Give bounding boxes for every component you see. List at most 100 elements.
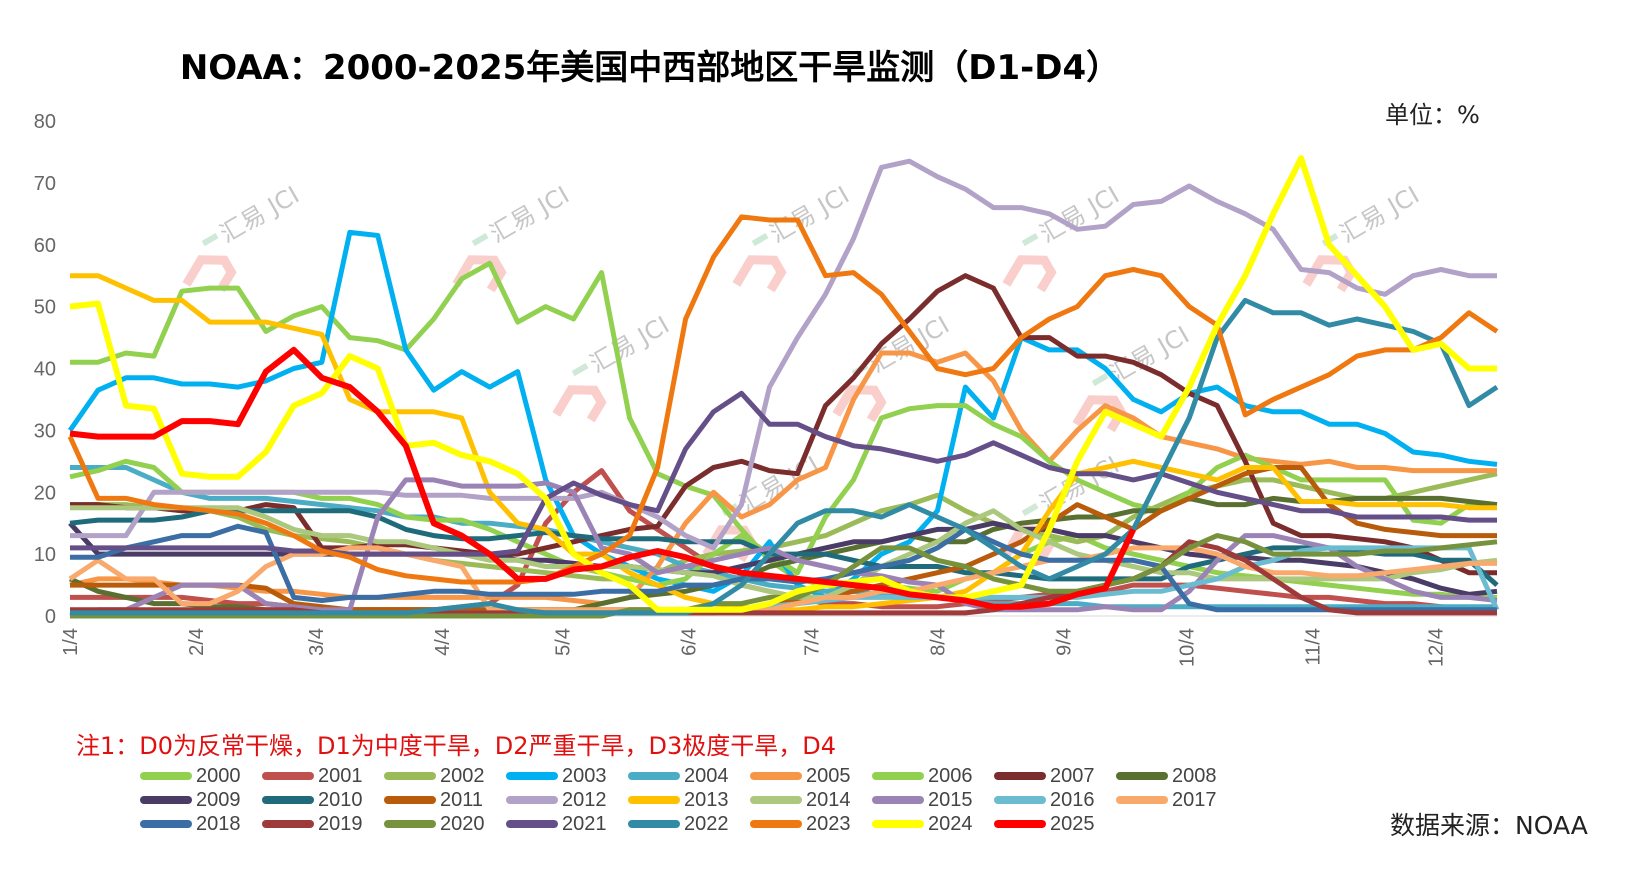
legend-swatch <box>994 796 1046 804</box>
series-line-2012 <box>70 158 1497 551</box>
legend-item-2011: 2011 <box>384 788 483 812</box>
watermark-text: 汇易 JCI <box>765 181 854 249</box>
y-tick-label: 70 <box>34 173 56 195</box>
legend-item-2021: 2021 <box>506 812 607 836</box>
legend-label: 2016 <box>1050 788 1095 811</box>
legend-item-2012: 2012 <box>506 788 607 812</box>
legend-label: 2017 <box>1172 788 1217 811</box>
legend-label: 2010 <box>318 788 363 811</box>
x-tick-label: 1/4 <box>60 628 82 656</box>
legend-label: 2003 <box>562 764 607 787</box>
y-tick-label: 80 <box>34 111 56 133</box>
legend-swatch <box>506 796 558 804</box>
y-tick-label: 20 <box>34 482 56 504</box>
series-line-2024 <box>69 155 1497 613</box>
legend-item-2006: 2006 <box>872 764 973 788</box>
y-tick-label: 40 <box>34 359 56 381</box>
y-tick-label: 60 <box>34 235 56 257</box>
series-line-2007 <box>70 273 1497 576</box>
legend-label: 2023 <box>806 812 851 835</box>
x-tick-label: 6/4 <box>678 628 700 656</box>
y-tick-label: 0 <box>45 606 56 628</box>
legend-swatch <box>262 772 314 780</box>
legend-swatch <box>994 820 1046 828</box>
x-tick-label: 2/4 <box>186 628 208 656</box>
legend-swatch <box>750 772 802 780</box>
x-axis: 1/4 2/4 3/4 4/4 5/4 6/4 7/4 8/4 9/4 10/4 11/4 12/4 <box>60 628 1447 667</box>
legend-swatch <box>628 772 680 780</box>
legend-label: 2022 <box>684 812 729 835</box>
legend-item-2013: 2013 <box>628 788 729 812</box>
x-tick-label: 7/4 <box>801 628 823 656</box>
legend-swatch <box>506 772 558 780</box>
legend-item-2005: 2005 <box>750 764 851 788</box>
legend-item-2008: 2008 <box>1116 764 1217 788</box>
legend-label: 2020 <box>440 812 485 835</box>
watermark-logo: 汇易 JCI <box>1002 181 1124 293</box>
legend-swatch <box>506 820 558 828</box>
legend-item-2001: 2001 <box>262 764 363 788</box>
legend-swatch <box>750 796 802 804</box>
legend-item-2002: 2002 <box>384 764 485 788</box>
legend-label: 2000 <box>196 764 241 787</box>
legend-swatch <box>262 820 314 828</box>
series-line-2015 <box>69 477 1498 619</box>
legend-item-2023: 2023 <box>750 812 851 836</box>
data-source: 数据来源：NOAA <box>1390 811 1588 840</box>
series-line-2023 <box>67 214 1499 585</box>
x-tick-label: 4/4 <box>432 628 454 656</box>
legend-swatch <box>872 796 924 804</box>
x-tick-label: 11/4 <box>1302 628 1324 665</box>
legend-swatch <box>750 820 802 828</box>
legend-label: 2006 <box>928 764 973 787</box>
watermark-logo: 汇易 JCI <box>182 181 304 293</box>
legend-item-2014: 2014 <box>750 788 851 812</box>
legend-item-2010: 2010 <box>262 788 363 812</box>
legend-swatch <box>872 820 924 828</box>
legend-swatch <box>628 796 680 804</box>
x-tick-label: 5/4 <box>552 628 574 656</box>
legend-swatch <box>384 796 436 804</box>
legend-swatch <box>384 820 436 828</box>
watermark-text: 汇易 JCI <box>485 181 574 249</box>
legend-label: 2011 <box>440 788 484 811</box>
x-tick-label: 3/4 <box>306 628 328 656</box>
legend-item-2024: 2024 <box>872 812 973 836</box>
series-line-2011 <box>70 465 1497 613</box>
series-line-2002 <box>70 471 1498 582</box>
legend-label: 2002 <box>440 764 485 787</box>
legend-item-2018: 2018 <box>140 812 241 836</box>
unit-label: 单位：% <box>1385 101 1480 129</box>
series-line-2018 <box>70 523 1497 613</box>
legend-item-2025: 2025 <box>994 812 1095 836</box>
legend-swatch <box>628 820 680 828</box>
legend-label: 2013 <box>684 788 729 811</box>
legend-label: 2019 <box>318 812 363 835</box>
legend-item-2016: 2016 <box>994 788 1095 812</box>
series-line-2022 <box>70 297 1499 616</box>
legend-swatch <box>140 772 192 780</box>
legend-label: 2018 <box>196 812 241 835</box>
legend-label: 2005 <box>806 764 851 787</box>
legend-item-2017: 2017 <box>1116 788 1217 812</box>
legend-item-2007: 2007 <box>994 764 1095 788</box>
legend-item-2004: 2004 <box>628 764 729 788</box>
series-line-2004 <box>70 465 1497 610</box>
legend-label: 2025 <box>1050 812 1095 835</box>
y-tick-label: 50 <box>34 297 56 319</box>
legend-label: 2001 <box>318 764 363 787</box>
series-line-2021 <box>70 390 1497 557</box>
y-tick-label: 30 <box>34 420 56 442</box>
series-line-2013 <box>70 273 1497 613</box>
legend-item-2015: 2015 <box>872 788 973 812</box>
legend-swatch <box>140 820 192 828</box>
legend-swatch <box>1116 772 1168 780</box>
legend-label: 2004 <box>684 764 729 787</box>
legend-item-2003: 2003 <box>506 764 607 788</box>
legend-swatch <box>872 772 924 780</box>
legend-label: 2024 <box>928 812 973 835</box>
x-tick-label: 9/4 <box>1053 628 1075 656</box>
legend-item-2020: 2020 <box>384 812 485 836</box>
series-lines <box>67 155 1500 619</box>
